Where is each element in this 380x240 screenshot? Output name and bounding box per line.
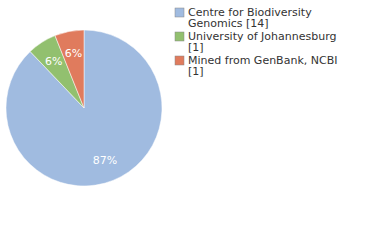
legend-label-line: [1] [188,65,204,78]
legend: Centre for BiodiversityGenomics [14]Univ… [175,6,337,78]
legend-label-line: University of Johannesburg [188,30,336,43]
pie-slice [6,30,162,186]
pie-slice [55,30,84,108]
data-label: 6% [65,47,82,60]
legend-label-line: Genomics [14] [188,17,269,30]
legend-label-line: [1] [188,41,204,54]
legend-swatch [175,8,184,17]
legend-label-line: Mined from GenBank, NCBI [188,54,337,67]
legend-swatch [175,32,184,41]
data-label: 6% [45,55,62,68]
data-label: 87% [93,154,117,167]
legend-label: Mined from GenBank, NCBI[1] [188,54,337,78]
legend-label: Centre for BiodiversityGenomics [14] [188,6,312,30]
chart: 87% 6%6% Centre for BiodiversityGenomics [… [0,0,380,240]
data-labels: 87% 6%6% [45,47,117,167]
legend-swatch [175,56,184,65]
legend-label: University of Johannesburg[1] [188,30,336,54]
pie [6,30,162,186]
